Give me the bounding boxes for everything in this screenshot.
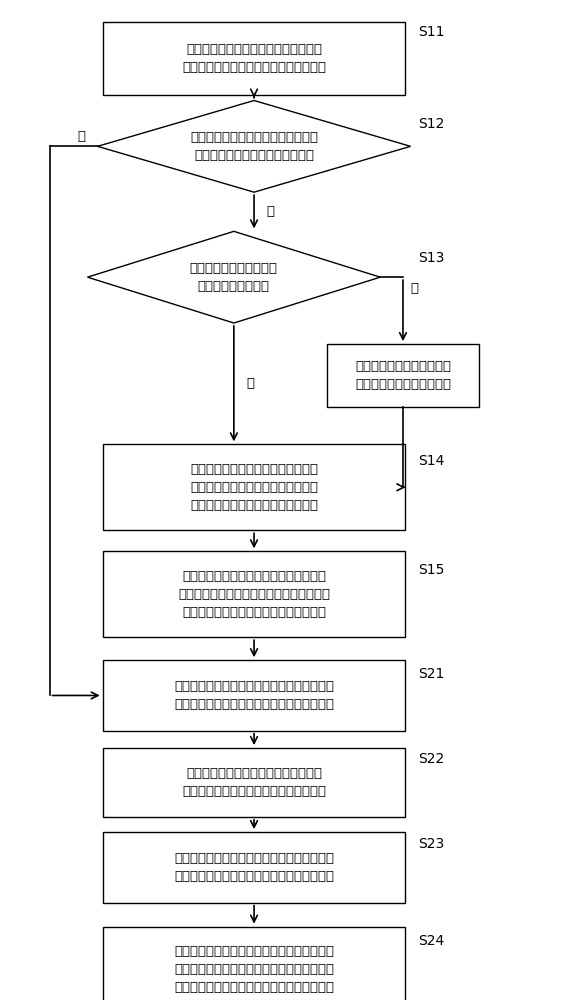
FancyBboxPatch shape (103, 22, 406, 95)
Text: 同步操作机器人模块所处
周围环境是否安全？: 同步操作机器人模块所处 周围环境是否安全？ (190, 262, 278, 293)
Text: 否: 否 (266, 205, 275, 218)
Text: S14: S14 (418, 454, 444, 468)
Text: S22: S22 (418, 752, 444, 766)
Text: 对同步操作机器人模块的各关节徒手操作，由
第一传感器检测其各关节的实时运动变化信息: 对同步操作机器人模块的各关节徒手操作，由 第一传感器检测其各关节的实时运动变化信… (174, 680, 334, 711)
Text: S23: S23 (418, 837, 444, 851)
Text: S21: S21 (418, 666, 444, 680)
Text: 机器人控制模块根据识别到的各关节的实时运
动变化信息，生成对应的机器人驱动控制信号: 机器人控制模块根据识别到的各关节的实时运 动变化信息，生成对应的机器人驱动控制信… (174, 852, 334, 883)
FancyBboxPatch shape (103, 551, 406, 637)
FancyBboxPatch shape (103, 748, 406, 817)
FancyBboxPatch shape (103, 660, 406, 731)
FancyBboxPatch shape (103, 927, 406, 1000)
Text: S24: S24 (418, 934, 444, 948)
FancyBboxPatch shape (103, 444, 406, 530)
Text: 信息传递模块将接收到的机器人驱动控制信号
传输至机器人本体，控制其各关节按同步操作
机器人模块的对应关节的运动轨迹而同步运动: 信息传递模块将接收到的机器人驱动控制信号 传输至机器人本体，控制其各关节按同步操… (174, 945, 334, 994)
FancyBboxPatch shape (328, 344, 479, 407)
Text: 否: 否 (410, 282, 419, 295)
Polygon shape (97, 101, 410, 192)
Text: 机器人控制模块根据检测到的同步操
作机器人模块的各关节的位置姿势信
息，生成对应的机器人驱动控制信号: 机器人控制模块根据检测到的同步操 作机器人模块的各关节的位置姿势信 息，生成对应… (190, 463, 318, 512)
Polygon shape (87, 231, 380, 323)
FancyBboxPatch shape (103, 832, 406, 903)
Text: 信息采集模块接收各关节的实时运动变
化信息，并由信息处理模块进行识别处理: 信息采集模块接收各关节的实时运动变 化信息，并由信息处理模块进行识别处理 (182, 767, 326, 798)
Text: S13: S13 (418, 251, 444, 265)
Text: 将同步操作机器人模块调整
到周围环境安全的合适位置: 将同步操作机器人模块调整 到周围环境安全的合适位置 (355, 360, 451, 391)
Text: 是: 是 (77, 130, 85, 143)
Text: 信息处理模块检测机器人本体与同步
操作机器人模块的位置姿势相同？: 信息处理模块检测机器人本体与同步 操作机器人模块的位置姿势相同？ (190, 131, 318, 162)
Text: S11: S11 (418, 25, 444, 39)
Text: 信息采集模块同时接收同步操作机器人
模块及机器人本体的各关节位置姿势信息: 信息采集模块同时接收同步操作机器人 模块及机器人本体的各关节位置姿势信息 (182, 43, 326, 74)
Text: S15: S15 (418, 563, 444, 577)
Text: 信息传递模块将接机器人驱动控制信号传
输至机器人本体，控制其各关节运动调整，
使其位置姿势与同步操作机器人模块一致: 信息传递模块将接机器人驱动控制信号传 输至机器人本体，控制其各关节运动调整， 使… (178, 570, 330, 619)
Text: 是: 是 (247, 377, 255, 390)
Text: S12: S12 (418, 117, 444, 131)
